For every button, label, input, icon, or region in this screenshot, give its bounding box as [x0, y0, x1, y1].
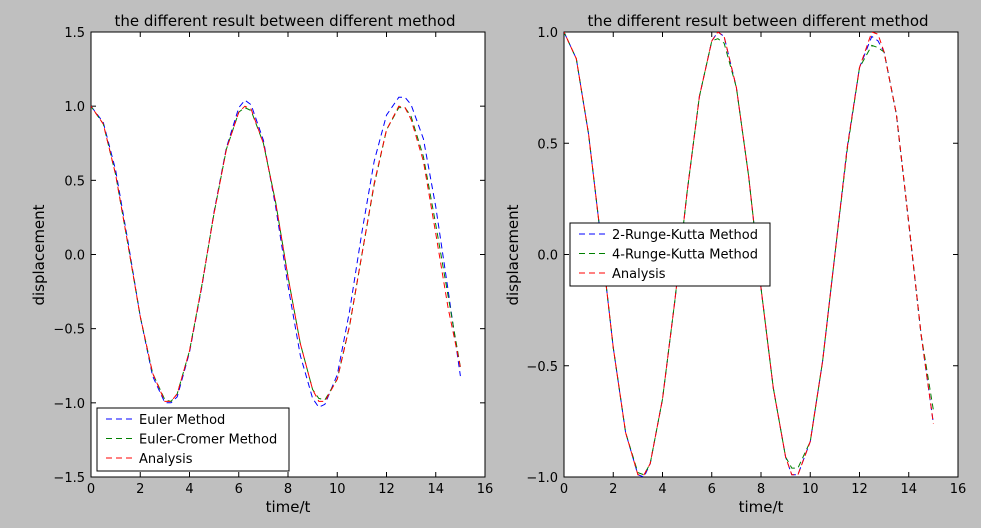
- y-tick-label: 0.0: [537, 249, 558, 264]
- x-tick-label: 4: [185, 482, 193, 497]
- x-tick-label: 10: [802, 482, 819, 497]
- x-tick-labels: 0 2 4 6 8 10 12 14 16: [560, 32, 966, 497]
- y-axis-label: displacement: [504, 204, 522, 305]
- series-line-euler-method: [91, 96, 461, 408]
- y-tick-label: 0.0: [64, 249, 85, 264]
- y-tick-label: −0.5: [53, 323, 85, 338]
- legend-label: 4-Runge-Kutta Method: [612, 248, 758, 263]
- x-tick-label: 4: [658, 482, 666, 497]
- x-tick-label: 10: [329, 482, 346, 497]
- y-tick-label: 1.0: [64, 100, 85, 115]
- legend-label: Euler-Cromer Method: [139, 433, 277, 448]
- legend: 2-Runge-Kutta Method 4-Runge-Kutta Method…: [569, 222, 771, 287]
- x-tick-label: 2: [136, 482, 144, 497]
- chart-title: the different result between different m…: [114, 12, 455, 30]
- y-tick-labels: −1.5 −1.0 −0.5 0.0 0.5 1.0 1.5: [53, 26, 485, 486]
- y-tick-label: 0.5: [537, 137, 558, 152]
- series-line-analysis: [91, 105, 461, 402]
- legend-label: 2-Runge-Kutta Method: [612, 228, 758, 243]
- chart-left: the different result between different m…: [30, 12, 493, 516]
- plot-area: [90, 31, 486, 478]
- x-tick-label: 14: [427, 482, 444, 497]
- x-axis-label: time/t: [739, 498, 784, 516]
- x-tick-label: 8: [284, 482, 292, 497]
- x-axis-label: time/t: [266, 498, 311, 516]
- x-tick-label: 0: [87, 482, 95, 497]
- x-tick-label: 14: [900, 482, 917, 497]
- y-tick-label: 1.5: [64, 26, 85, 41]
- x-tick-label: 16: [477, 482, 494, 497]
- y-axis-label: displacement: [30, 204, 48, 305]
- y-tick-label: 0.5: [64, 174, 85, 189]
- x-tick-label: 8: [757, 482, 765, 497]
- series-line-euler-cromer-method: [91, 105, 461, 402]
- x-tick-label: 12: [851, 482, 868, 497]
- legend-label: Analysis: [139, 452, 193, 467]
- y-tick-label: −0.5: [526, 360, 558, 375]
- legend: Euler Method Euler-Cromer Method Analysis: [96, 407, 290, 472]
- y-tick-label: 1.0: [537, 26, 558, 41]
- x-tick-label: 6: [708, 482, 716, 497]
- x-tick-label: 12: [378, 482, 395, 497]
- legend-label: Euler Method: [139, 413, 225, 428]
- series-lines: [91, 96, 461, 408]
- chart-title: the different result between different m…: [587, 12, 928, 30]
- x-tick-label: 6: [235, 482, 243, 497]
- series-lines: [564, 32, 934, 477]
- series-line-analysis: [564, 32, 934, 476]
- legend-label: Analysis: [612, 267, 666, 282]
- x-tick-label: 2: [609, 482, 617, 497]
- y-tick-labels: −1.0 −0.5 0.0 0.5 1.0: [526, 26, 958, 486]
- x-tick-labels: 0 2 4 6 8 10 12 14 16: [87, 32, 493, 497]
- chart-right: the different result between different m…: [504, 12, 966, 516]
- x-tick-label: 16: [950, 482, 967, 497]
- series-line-4-runge-kutta-method: [564, 32, 934, 476]
- y-tick-label: −1.5: [53, 471, 85, 486]
- x-tick-label: 0: [560, 482, 568, 497]
- y-tick-label: −1.0: [526, 471, 558, 486]
- y-tick-label: −1.0: [53, 397, 85, 412]
